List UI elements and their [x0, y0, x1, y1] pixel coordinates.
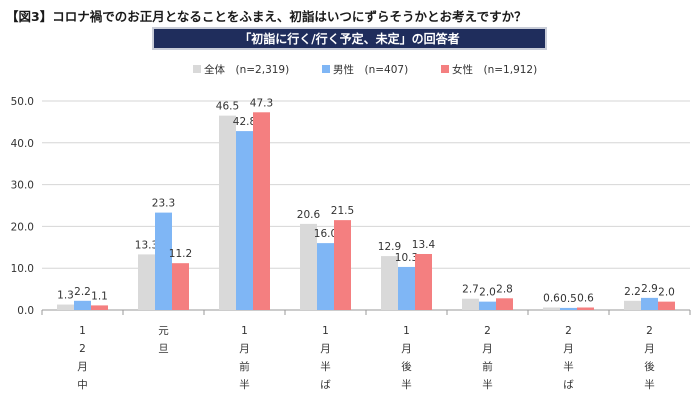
- x-category-label: 半: [482, 378, 493, 391]
- x-category-label: 中: [77, 378, 88, 391]
- y-tick-label: 10.0: [11, 263, 34, 275]
- x-category-label: 2: [79, 343, 86, 355]
- x-category-label: ば: [320, 379, 331, 391]
- bar: [155, 212, 172, 310]
- bar: [317, 243, 334, 310]
- bar: [624, 300, 641, 310]
- bar: [462, 298, 479, 310]
- x-category-label: 月: [644, 343, 655, 355]
- y-tick-label: 20.0: [11, 221, 34, 233]
- x-category-label: 半: [401, 378, 412, 391]
- data-label: 2.0: [479, 287, 496, 299]
- legend-swatch: [441, 65, 449, 73]
- x-category-label: 前: [482, 360, 493, 373]
- x-category-label: 1: [241, 325, 248, 337]
- x-category-label: 月: [239, 343, 250, 355]
- data-label: 2.2: [624, 286, 641, 298]
- bar: [300, 223, 317, 310]
- data-label: 42.8: [233, 116, 256, 128]
- x-category-label: 半: [239, 378, 250, 391]
- x-category-label: 月: [482, 343, 493, 355]
- bar: [543, 307, 560, 310]
- data-label: 1.1: [91, 290, 108, 302]
- data-label: 2.9: [641, 283, 658, 295]
- y-tick-label: 30.0: [11, 180, 34, 192]
- bar: [479, 301, 496, 310]
- x-category-label: 2: [646, 325, 653, 337]
- x-category-label: 半: [320, 360, 331, 373]
- x-category-label: 月: [401, 343, 412, 355]
- data-label: 47.3: [250, 97, 273, 109]
- y-tick-label: 0.0: [17, 305, 34, 317]
- x-category-label: 前: [239, 360, 250, 373]
- x-category-label: 月: [77, 361, 88, 373]
- data-label: 0.5: [560, 293, 577, 305]
- bar: [398, 266, 415, 310]
- x-category-label: 1: [403, 325, 410, 337]
- respondent-banner: 「初詣に行く/行く予定、未定」の回答者: [152, 27, 547, 50]
- bar: [219, 115, 236, 310]
- y-tick-label: 50.0: [11, 96, 34, 108]
- x-category-label: 月: [320, 343, 331, 355]
- data-label: 2.0: [658, 287, 675, 299]
- x-category-label: 半: [644, 378, 655, 391]
- data-label: 2.8: [496, 283, 513, 295]
- bar: [91, 305, 108, 310]
- data-label: 12.9: [378, 241, 401, 253]
- data-label: 13.3: [135, 239, 158, 251]
- y-tick-label: 40.0: [11, 138, 34, 150]
- data-label: 1.3: [57, 290, 74, 302]
- bar: [415, 253, 432, 310]
- data-label: 21.5: [331, 205, 354, 217]
- bar: [658, 301, 675, 310]
- bar: [641, 297, 658, 310]
- bar: [253, 112, 270, 310]
- bar: [138, 254, 155, 310]
- data-label: 23.3: [152, 198, 175, 210]
- x-category-label: 後: [401, 360, 412, 373]
- bar: [381, 256, 398, 310]
- legend-label: 女性 (n=1,912): [452, 63, 537, 76]
- x-category-label: 旦: [158, 343, 169, 355]
- legend-swatch: [193, 65, 201, 73]
- x-category-label: 半: [563, 360, 574, 373]
- legend-swatch: [322, 65, 330, 73]
- data-label: 10.3: [395, 252, 418, 264]
- figure-title: 【図3】コロナ禍でのお正月となることをふまえ、初詣はいつにずらそうかとお考えです…: [6, 9, 527, 24]
- x-category-label: ば: [563, 379, 574, 391]
- data-label: 11.2: [169, 248, 192, 260]
- bar: [334, 220, 351, 310]
- x-category-label: 1: [322, 325, 329, 337]
- bar: [172, 263, 189, 310]
- data-label: 0.6: [543, 292, 560, 304]
- data-label: 20.6: [297, 209, 321, 221]
- legend-label: 全体 (n=2,319): [204, 63, 289, 76]
- x-category-label: 後: [644, 360, 655, 373]
- bar: [560, 307, 577, 310]
- bar: [74, 300, 91, 310]
- x-category-label: 1: [79, 325, 86, 337]
- x-category-label: 元: [158, 325, 169, 337]
- data-label: 13.4: [412, 239, 436, 251]
- data-label: 2.7: [462, 284, 479, 296]
- data-label: 2.2: [74, 286, 91, 298]
- data-label: 46.5: [216, 101, 239, 113]
- x-category-label: 2: [484, 325, 491, 337]
- x-category-label: 2: [565, 325, 572, 337]
- data-label: 0.6: [577, 292, 594, 304]
- x-category-label: 月: [563, 343, 574, 355]
- bar: [496, 298, 513, 310]
- bar: [577, 307, 594, 310]
- bar: [57, 304, 74, 310]
- data-label: 16.0: [314, 228, 337, 240]
- legend-label: 男性 (n=407): [333, 63, 408, 76]
- bar: [236, 131, 253, 310]
